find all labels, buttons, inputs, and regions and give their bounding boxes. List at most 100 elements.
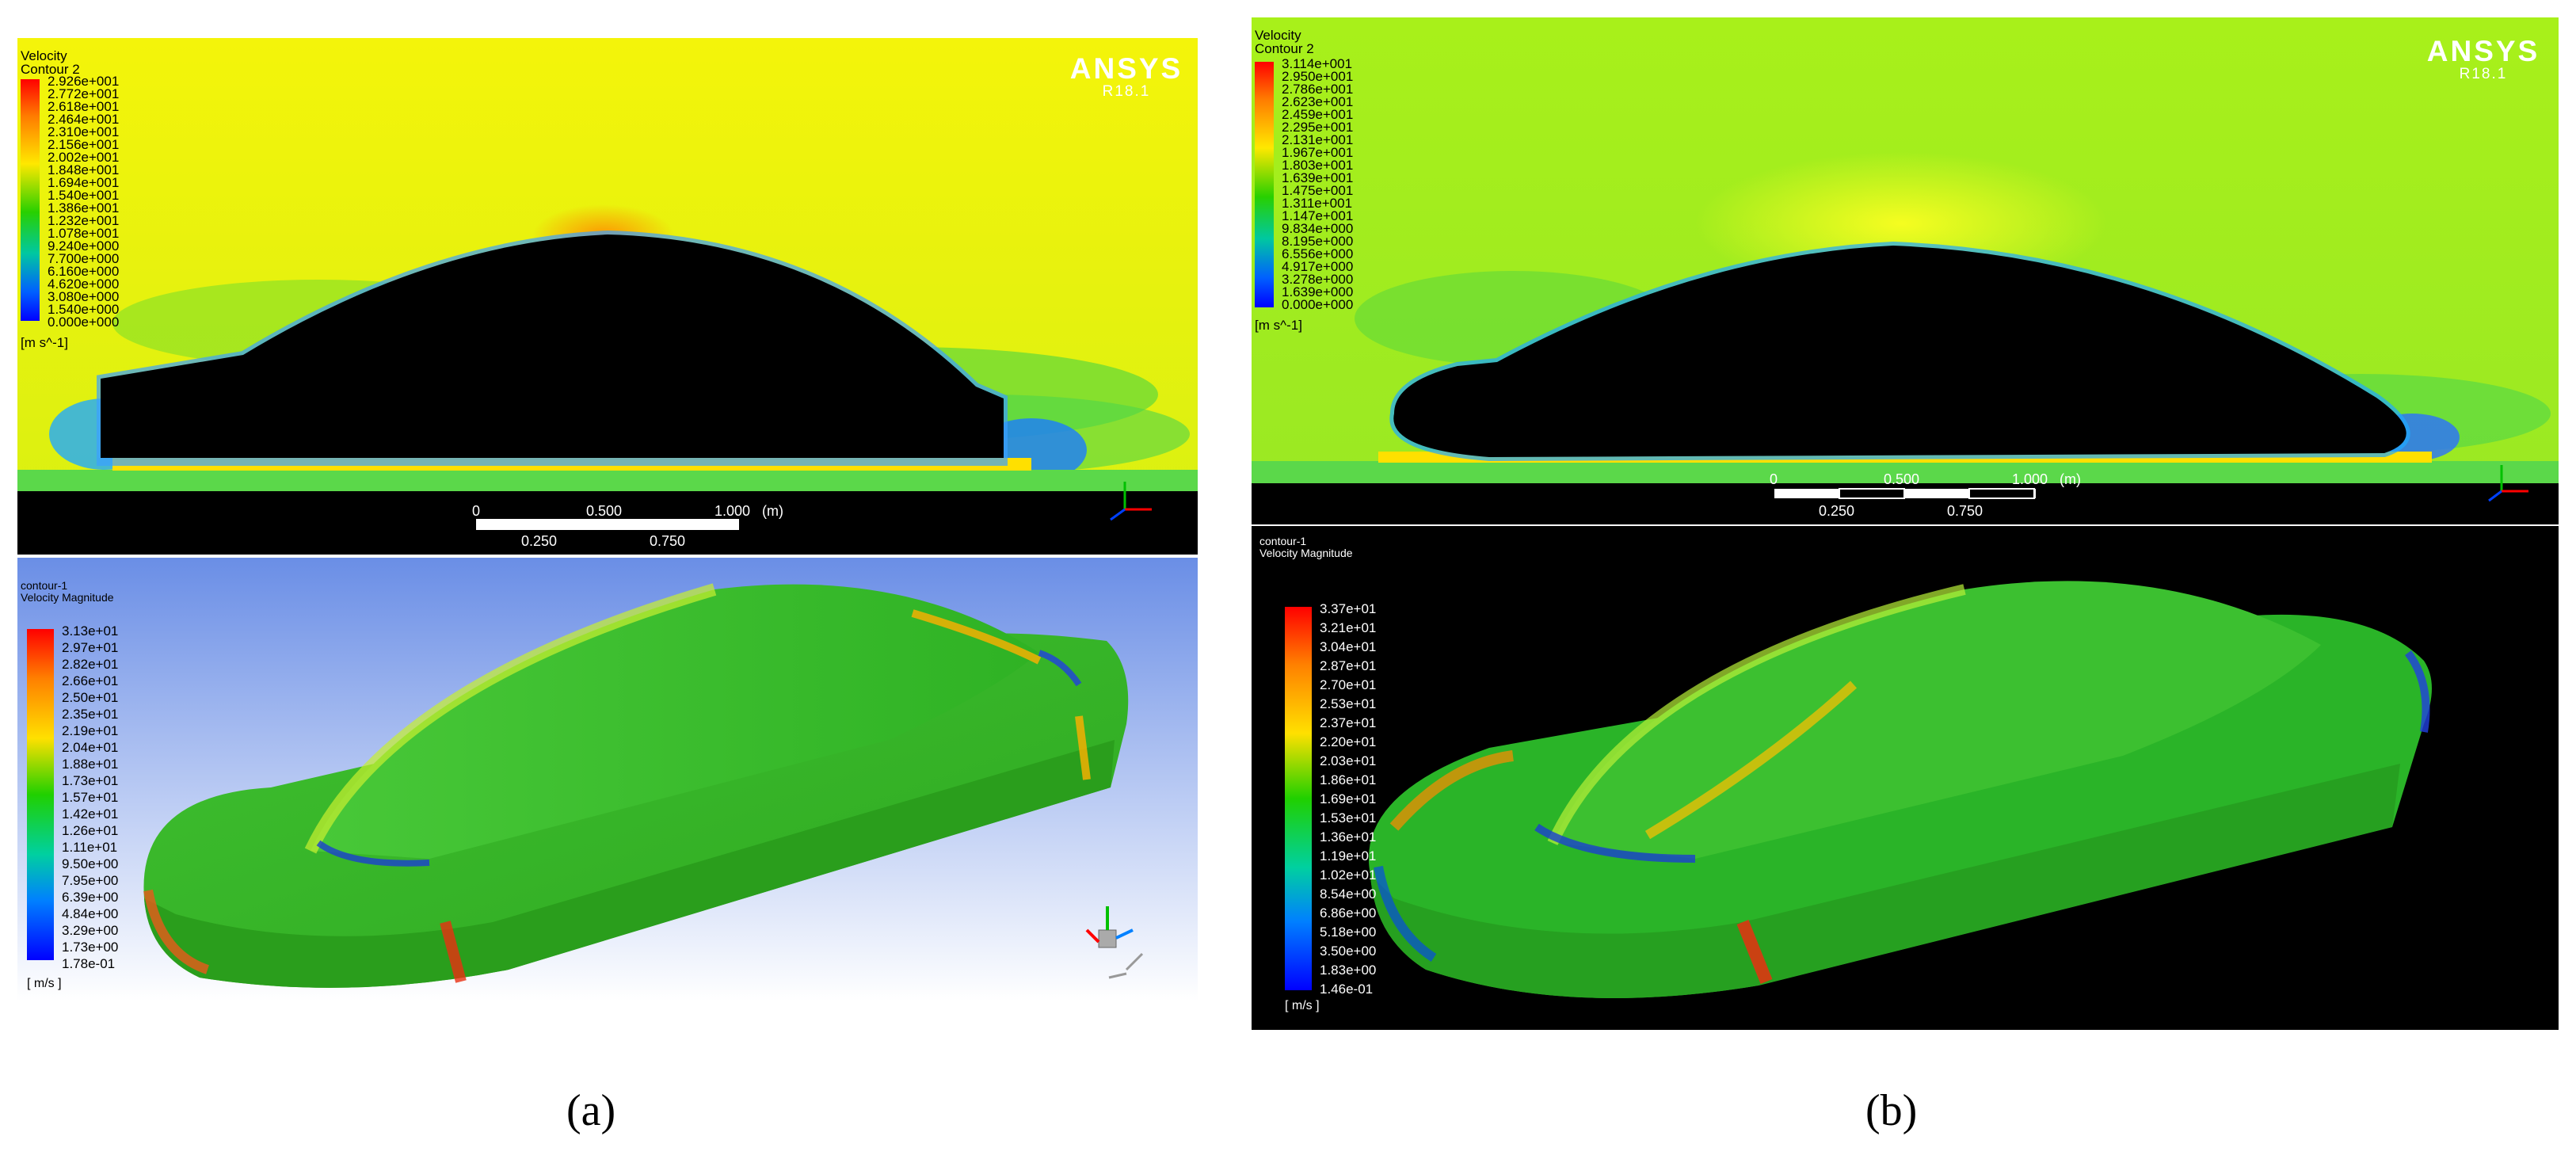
- legend-tick: 2.459e+001: [1282, 107, 1354, 122]
- legend-tick: 1.540e+001: [48, 188, 120, 203]
- legend-tick: 1.69e+01: [1320, 791, 1377, 806]
- scale-label: 0.500: [586, 503, 623, 519]
- colorbar-ticks: 2.926e+001 2.772e+001 2.618e+001 2.464e+…: [48, 74, 143, 330]
- legend-tick: 2.310e+001: [48, 124, 120, 139]
- legend-tick: 1.078e+001: [48, 226, 120, 241]
- legend-tick: 3.21e+01: [1320, 620, 1377, 635]
- legend-tick: 2.53e+01: [1320, 696, 1377, 711]
- legend-tick: 2.295e+001: [1282, 120, 1354, 135]
- legend-tick: 1.311e+001: [1282, 196, 1353, 211]
- legend-tick: 3.114e+001: [1282, 56, 1353, 71]
- panel-a-2d-contour: Velocity Contour 2 2.926e+001 2.772e+001…: [17, 38, 1198, 555]
- scale-bar-labels-b: 0 0.500 1.000 (m) 0.250 0.750: [1252, 17, 2559, 524]
- legend-tick: 8.195e+000: [1282, 234, 1354, 249]
- legend-tick: 1.639e+000: [1282, 284, 1354, 299]
- colorbar-gradient: [1285, 607, 1312, 990]
- legend-tick: 2.19e+01: [62, 723, 119, 738]
- legend-tick: 1.57e+01: [62, 790, 119, 805]
- colorbar-gradient: [21, 79, 40, 321]
- scale-label: 0.250: [1819, 503, 1855, 519]
- legend-tick: 1.803e+001: [1282, 158, 1354, 173]
- scale-label: 0: [472, 503, 481, 519]
- legend-tick: 1.73e+01: [62, 773, 119, 788]
- contour-title-a: Velocity Contour 2: [21, 49, 80, 76]
- ansys-logo-a: ANSYS R18.1: [1063, 54, 1190, 101]
- legend-tick: 0.000e+000: [1282, 297, 1354, 312]
- panel-a-2d-field: [17, 38, 1198, 555]
- legend-tick: 2.66e+01: [62, 673, 119, 688]
- legend-tick: 3.13e+01: [62, 623, 119, 639]
- car-silhouette-a: [101, 234, 1004, 458]
- legend-tick: 3.04e+01: [1320, 639, 1377, 654]
- legend-tick: 9.834e+000: [1282, 221, 1354, 236]
- colorbar-ticks: 3.13e+01 2.97e+01 2.82e+01 2.66e+01 2.50…: [62, 624, 157, 973]
- caption-b: (b): [1865, 1086, 1918, 1135]
- legend-tick: 5.18e+00: [1320, 925, 1377, 940]
- legend-tick: 1.86e+01: [1320, 772, 1377, 787]
- legend-tick: 4.917e+000: [1282, 259, 1354, 274]
- legend-tick: 2.04e+01: [62, 740, 119, 755]
- legend-tick: 6.86e+00: [1320, 905, 1377, 921]
- legend-tick: 2.131e+001: [1282, 132, 1354, 147]
- contour3d-title-line-1: contour-1: [1259, 535, 1307, 547]
- legend-tick: 7.95e+00: [62, 873, 119, 888]
- legend-tick: 4.84e+00: [62, 906, 119, 921]
- legend-tick: 2.002e+001: [48, 150, 120, 165]
- legend-tick: 2.623e+001: [1282, 94, 1354, 109]
- legend-tick: 2.97e+01: [62, 640, 119, 655]
- contour3d-title-b: contour-1 Velocity Magnitude: [1259, 536, 1353, 559]
- scale-bar-labels-a: 0 0.500 1.000 (m) 0.250 0.750: [17, 38, 1198, 555]
- scale-label: 0.250: [521, 533, 558, 549]
- colorbar-2d-b: 3.114e+001 2.950e+001 2.786e+001 2.623e+…: [1255, 57, 1353, 332]
- contour3d-title-a: contour-1 Velocity Magnitude: [21, 580, 114, 604]
- ansys-brand: ANSYS: [1069, 52, 1183, 85]
- legend-tick: 6.39e+00: [62, 890, 119, 905]
- colorbar-gradient: [27, 629, 54, 960]
- contour-title-b: Velocity Contour 2: [1255, 29, 1314, 55]
- legend-tick: 1.36e+01: [1320, 829, 1377, 844]
- scale-label: (m): [2060, 471, 2081, 487]
- colorbar-unit: [ m/s ]: [27, 977, 62, 990]
- legend-tick: 1.11e+01: [62, 840, 118, 855]
- legend-tick: 2.464e+001: [48, 112, 120, 127]
- legend-tick: 1.83e+00: [1320, 963, 1377, 978]
- scale-label: 1.000: [714, 503, 751, 519]
- legend-tick: 1.694e+001: [48, 175, 120, 190]
- legend-tick: 4.620e+000: [48, 276, 120, 292]
- legend-tick: 3.50e+00: [1320, 944, 1377, 959]
- colorbar-unit: [m s^-1]: [21, 335, 68, 350]
- legend-tick: 9.50e+00: [62, 856, 119, 871]
- legend-tick: 2.37e+01: [1320, 715, 1377, 730]
- legend-tick: 2.70e+01: [1320, 677, 1377, 692]
- panel-b-3d-contour: contour-1 Velocity Magnitude 3.37e+01 3.…: [1252, 526, 2559, 1030]
- colorbar-ticks: 3.114e+001 2.950e+001 2.786e+001 2.623e+…: [1282, 57, 1377, 311]
- colorbar-3d-a: 3.13e+01 2.97e+01 2.82e+01 2.66e+01 2.50…: [27, 624, 138, 993]
- legend-tick: 2.03e+01: [1320, 753, 1377, 768]
- contour-title-line-2: Contour 2: [1255, 41, 1314, 56]
- panel-b-2d-field: [1252, 17, 2559, 524]
- car-silhouette-b: [1393, 246, 2406, 457]
- legend-tick: 0.000e+000: [48, 315, 120, 330]
- legend-tick: 1.46e-01: [1320, 982, 1374, 997]
- contour-title-line-1: Velocity: [21, 48, 67, 63]
- panel-a-3d-contour: contour-1 Velocity Magnitude 3.13e+01 2.…: [17, 558, 1198, 1001]
- caption-a: (a): [566, 1086, 616, 1135]
- legend-tick: 1.232e+001: [48, 213, 120, 228]
- scale-label: (m): [762, 503, 783, 519]
- contour3d-title-line-2: Velocity Magnitude: [21, 591, 114, 604]
- legend-tick: 1.88e+01: [62, 757, 119, 772]
- legend-tick: 7.700e+000: [48, 251, 120, 266]
- legend-tick: 1.02e+01: [1320, 867, 1377, 883]
- legend-tick: 2.20e+01: [1320, 734, 1377, 749]
- legend-tick: 2.82e+01: [62, 657, 119, 672]
- scale-label: 0.500: [1884, 471, 1920, 487]
- colorbar-3d-b: 3.37e+01 3.21e+01 3.04e+01 2.87e+01 2.70…: [1285, 602, 1404, 1012]
- contour-title-line-2: Contour 2: [21, 62, 80, 77]
- ansys-logo-b: ANSYS R18.1: [2416, 36, 2551, 83]
- legend-tick: 3.29e+00: [62, 923, 119, 938]
- legend-tick: 1.147e+001: [1282, 208, 1354, 223]
- legend-tick: 2.786e+001: [1282, 82, 1354, 97]
- panel-a-3d-field: [17, 558, 1198, 1001]
- legend-tick: 8.54e+00: [1320, 886, 1377, 902]
- colorbar-2d-a: 2.926e+001 2.772e+001 2.618e+001 2.464e+…: [21, 74, 119, 350]
